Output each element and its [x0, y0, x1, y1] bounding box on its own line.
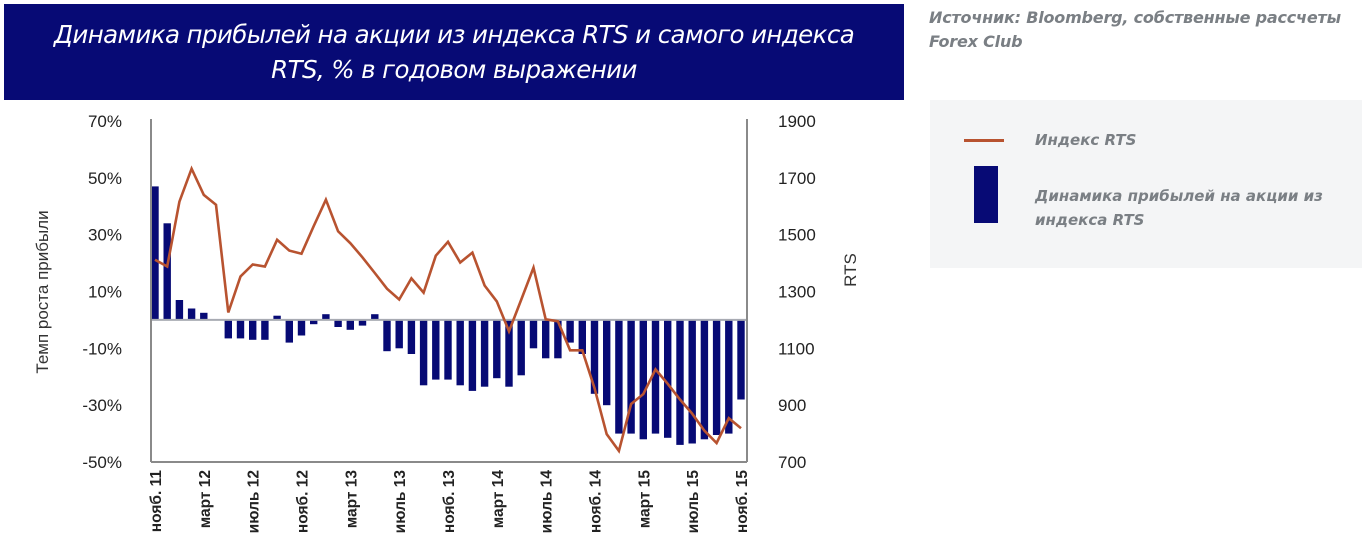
eps-bar: [407, 319, 416, 354]
eps-bar: [639, 319, 647, 440]
eps-bar: [493, 319, 501, 379]
right-axis-tick-label: 1100: [778, 339, 815, 358]
legend: Индекс RTS Динамика прибылей на акции из…: [930, 100, 1362, 268]
eps-bar: [346, 319, 354, 330]
legend-bar-swatch-icon: [974, 166, 998, 223]
chart-title-banner: Динамика прибылей на акции из индекса RT…: [4, 4, 904, 100]
eps-bar: [358, 319, 367, 326]
eps-bar: [322, 314, 330, 320]
x-axis-tick-label: нояб. 15: [734, 470, 751, 533]
eps-bar: [480, 319, 489, 387]
eps-bar: [590, 319, 599, 394]
right-axis-tick-label: 1900: [778, 112, 816, 131]
left-axis-tick-label: 10%: [88, 283, 122, 302]
eps-bar: [554, 319, 562, 359]
left-axis-tick-label: 70%: [88, 112, 122, 131]
x-axis-tick-label: июль 12: [246, 470, 263, 533]
eps-bar: [688, 319, 696, 444]
eps-bar: [395, 319, 403, 349]
eps-bar: [651, 319, 660, 434]
x-axis-tick-label: март 13: [343, 470, 360, 529]
x-axis-ticks: нояб. 11 март 12 июль 12 нояб. 12 март 13 июл…: [148, 470, 751, 534]
left-axis-tick-label: 50%: [88, 169, 122, 188]
eps-bar: [334, 319, 342, 327]
x-axis-tick-label: нояб. 14: [588, 470, 605, 533]
chart-plot: 70% 50% 30% 10% -10% -30% -50% 1900 1700 1500 130…: [33, 112, 860, 534]
chart-title: Динамика прибылей на акции из индекса RT…: [53, 20, 855, 84]
x-axis-tick-label: нояб. 13: [441, 470, 458, 533]
left-axis-tick-label: 30%: [88, 226, 122, 245]
eps-bar: [468, 319, 477, 391]
right-axis-tick-label: 700: [778, 453, 806, 472]
eps-bar: [200, 312, 208, 320]
legend-label-eps: Динамика прибылей на акции из индекса RT…: [1035, 187, 1323, 229]
legend-label-rts: Индекс RTS: [1035, 131, 1137, 149]
left-axis-ticks: 70% 50% 30% 10% -10% -30% -50%: [82, 112, 122, 472]
left-axis-tick-label: -50%: [82, 453, 122, 472]
x-axis-tick-label: нояб. 11: [148, 470, 165, 533]
right-axis-tick-label: 1500: [778, 226, 816, 245]
eps-bar: [664, 319, 672, 438]
eps-bar: [285, 319, 293, 343]
eps-bar: [578, 319, 586, 354]
x-axis-tick-label: март 14: [490, 470, 507, 529]
eps-bar: [187, 308, 196, 320]
eps-bar: [700, 319, 709, 440]
left-axis-tick-label: -10%: [82, 339, 122, 358]
eps-bar: [249, 319, 257, 340]
eps-bar: [529, 319, 538, 349]
eps-bar: [383, 319, 391, 352]
right-axis-tick-label: 1700: [778, 169, 816, 188]
eps-bar: [310, 319, 318, 325]
eps-bar: [737, 319, 745, 400]
x-axis-tick-label: июль 13: [392, 470, 409, 534]
eps-bar: [273, 315, 281, 320]
eps-bar: [371, 314, 379, 320]
source-note: Источник: Bloomberg, собственные рассчет…: [929, 8, 1341, 51]
eps-bar: [163, 223, 171, 320]
eps-bar: [676, 319, 684, 445]
legend-line-swatch-icon: [964, 139, 1004, 142]
eps-bar: [432, 319, 440, 380]
right-axis-tick-label: 1300: [778, 283, 816, 302]
eps-bar: [517, 319, 525, 376]
eps-bar: [725, 319, 733, 434]
right-axis-label: RTS: [841, 253, 860, 287]
x-axis-tick-label: нояб. 12: [295, 470, 312, 533]
left-axis-tick-label: -30%: [82, 396, 122, 415]
eps-bars: [151, 186, 745, 445]
eps-bar: [419, 319, 428, 386]
eps-bar: [444, 319, 452, 380]
x-axis-tick-label: март 15: [636, 470, 653, 529]
eps-bar: [224, 319, 232, 339]
right-axis-tick-label: 900: [778, 396, 806, 415]
eps-bar: [236, 319, 245, 339]
eps-bar: [615, 319, 623, 434]
eps-bar: [175, 300, 184, 320]
x-axis-tick-label: июль 14: [539, 470, 556, 534]
eps-bar: [151, 186, 159, 320]
eps-bar: [297, 319, 306, 336]
x-axis-tick-label: июль 15: [685, 470, 702, 534]
eps-bar: [542, 319, 550, 359]
left-axis-label: Темп роста прибыли: [33, 210, 52, 373]
eps-bar: [566, 319, 574, 343]
eps-bar: [712, 319, 721, 435]
eps-bar: [603, 319, 611, 406]
x-axis-tick-label: март 12: [197, 470, 214, 528]
eps-bar: [261, 319, 269, 340]
eps-bar: [456, 319, 464, 386]
eps-bar: [627, 319, 635, 434]
rts-index-line: [154, 165, 742, 454]
eps-bar: [505, 319, 513, 387]
right-axis-ticks: 1900 1700 1500 1300 1100 900 700: [778, 112, 816, 472]
